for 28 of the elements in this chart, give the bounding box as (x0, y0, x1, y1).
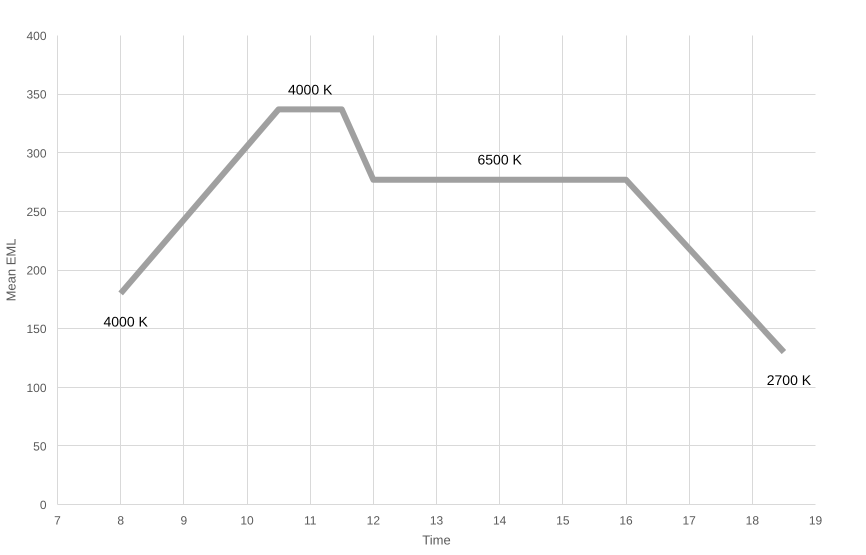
y-axis-title: Mean EML (3, 238, 18, 302)
annotation: 6500 K (477, 152, 523, 168)
y-tick-label: 50 (33, 439, 47, 454)
x-tick-label: 9 (180, 514, 188, 528)
y-tick-label: 400 (26, 29, 47, 43)
y-tick-label: 250 (26, 204, 47, 219)
annotation: 4000 K (288, 81, 334, 98)
y-tick-label: 100 (26, 380, 47, 395)
y-tick-label: 200 (26, 264, 47, 278)
x-tick-label: 7 (54, 514, 62, 528)
x-tick-label: 14 (492, 514, 507, 528)
x-tick-label: 8 (117, 514, 124, 528)
y-tick-label: 0 (40, 498, 47, 512)
y-tick-label: 350 (26, 88, 47, 102)
x-tick-label: 18 (746, 514, 760, 528)
x-tick-label: 13 (430, 514, 444, 528)
annotation: 4000 K (103, 313, 149, 330)
x-tick-label: 12 (366, 514, 380, 528)
x-tick-label: 17 (682, 514, 696, 528)
x-tick-label: 15 (556, 514, 570, 528)
x-tick-label: 11 (304, 514, 317, 528)
y-tick-label: 150 (26, 322, 47, 336)
x-axis-title: Time (422, 532, 451, 548)
x-tick-label: 10 (240, 514, 254, 528)
annotation: 2700 K (766, 372, 812, 388)
x-tick-label: 16 (619, 514, 633, 528)
x-tick-label: 19 (808, 514, 822, 528)
y-tick-label: 300 (26, 146, 47, 160)
